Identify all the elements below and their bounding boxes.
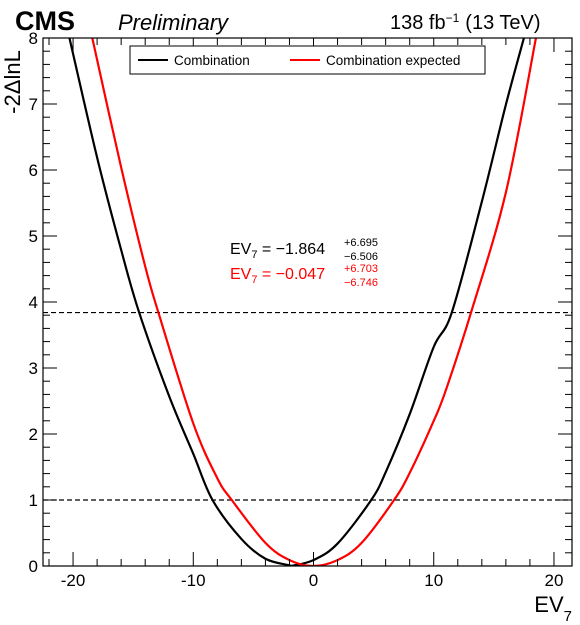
x-tick-labels: -20 -10 0 10 20	[61, 571, 564, 590]
y-tick-label: 7	[29, 95, 38, 114]
expected-uncertainty-down: −6.746	[344, 277, 378, 289]
x-axis-title: EV7	[534, 592, 572, 625]
expected-symbol-subscript: 7	[251, 274, 257, 286]
y-tick-label: 5	[29, 227, 38, 246]
legend-label-observed: Combination	[174, 53, 250, 68]
svg-text:EV7 = −1.864: EV7 = −1.864	[230, 241, 325, 261]
expected-central-value: = −0.047	[257, 266, 325, 283]
observed-curve	[68, 38, 525, 566]
expected-uncertainty-up: +6.703	[344, 263, 378, 275]
curves	[68, 38, 538, 566]
expected-curve	[91, 38, 538, 566]
y-tick-label: 4	[29, 293, 38, 312]
energy-label: (13 TeV)	[465, 12, 540, 34]
plot-frame	[42, 37, 573, 567]
lumi-prefix: 138 fb	[390, 12, 446, 34]
y-tick-label: 6	[29, 161, 38, 180]
y-tick-label: 0	[29, 557, 38, 576]
y-tick-label: 3	[29, 359, 38, 378]
observed-uncertainty-down: −6.506	[344, 251, 378, 263]
legend-label-expected: Combination expected	[326, 53, 460, 68]
status-label: Preliminary	[118, 10, 230, 35]
observed-uncertainty-up: +6.695	[344, 237, 378, 249]
experiment-label: CMS	[15, 6, 75, 36]
legend: Combination Combination expected	[129, 45, 486, 75]
x-axis-title-main: EV	[534, 592, 564, 617]
observed-symbol-subscript: 7	[251, 249, 257, 261]
expected-symbol: EV	[230, 266, 252, 283]
x-tick-label: 20	[545, 571, 564, 590]
y-tick-label: 8	[29, 29, 38, 48]
y-tick-label: 2	[29, 425, 38, 444]
lumi-exponent: −1	[446, 11, 460, 25]
x-tick-label: 0	[309, 571, 318, 590]
observed-central-value: = −1.864	[257, 241, 325, 258]
y-tick-labels: 0 1 2 3 4 5 6 7 8	[29, 29, 38, 576]
x-tick-label: -10	[181, 571, 206, 590]
observed-result: EV7 = −1.864 +6.695 −6.506	[230, 237, 378, 263]
x-tick-label: -20	[61, 571, 86, 590]
y-tick-label: 1	[29, 491, 38, 510]
x-axis-title-subscript: 7	[564, 608, 572, 625]
luminosity-label: 138 fb−1 (13 TeV)	[390, 11, 541, 34]
observed-symbol: EV	[230, 241, 252, 258]
reference-lines	[43, 311, 572, 501]
y-axis-title: -2ΔlnL	[0, 50, 25, 114]
axis-ticks	[43, 37, 572, 567]
x-tick-label: 10	[424, 571, 443, 590]
expected-result: EV7 = −0.047 +6.703 −6.746	[230, 263, 378, 289]
svg-text:EV7 = −0.047: EV7 = −0.047	[230, 266, 325, 286]
